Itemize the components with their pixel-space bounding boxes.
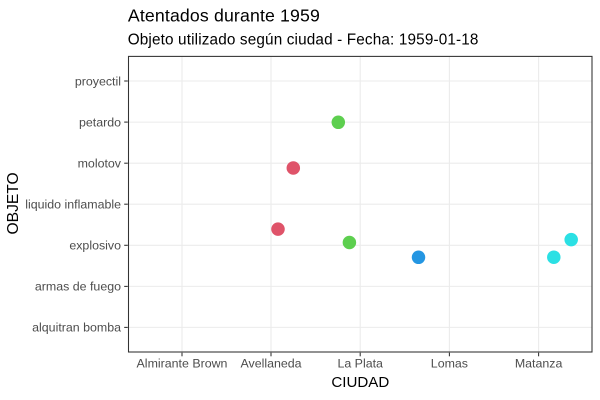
svg-text:Matanza: Matanza [515, 357, 563, 371]
svg-text:Avellaneda: Avellaneda [240, 357, 301, 371]
svg-text:armas de fuego: armas de fuego [35, 280, 121, 294]
svg-text:explosivo: explosivo [69, 239, 121, 253]
svg-text:OBJETO: OBJETO [5, 172, 22, 234]
svg-text:proyectil: proyectil [75, 74, 121, 88]
svg-text:Almirante Brown: Almirante Brown [137, 357, 228, 371]
svg-text:CIUDAD: CIUDAD [331, 374, 389, 391]
svg-text:Atentados durante 1959: Atentados durante 1959 [128, 6, 320, 26]
svg-text:alquitran bomba: alquitran bomba [32, 321, 121, 335]
svg-text:Lomas: Lomas [431, 357, 468, 371]
svg-text:molotov: molotov [78, 157, 122, 171]
svg-text:Objeto utilizado según ciudad: Objeto utilizado según ciudad - Fecha: 1… [128, 31, 479, 48]
svg-text:liquido inflamable: liquido inflamable [25, 198, 121, 212]
svg-text:La Plata: La Plata [337, 357, 383, 371]
svg-text:petardo: petardo [79, 115, 121, 129]
